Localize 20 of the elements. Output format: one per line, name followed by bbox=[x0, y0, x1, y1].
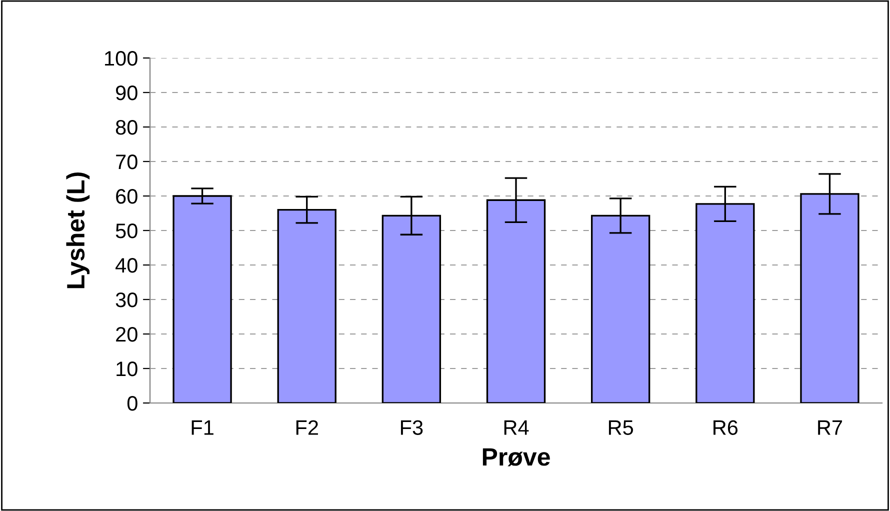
x-tick-label: F1 bbox=[192, 420, 214, 435]
y-tick-label: 80 bbox=[116, 120, 138, 135]
y-tick-label: 30 bbox=[116, 292, 138, 308]
x-tick-label: R4 bbox=[504, 420, 529, 435]
y-tick-label: 60 bbox=[116, 189, 138, 204]
y-tick-label: 90 bbox=[116, 86, 138, 100]
y-tick-label: 100 bbox=[105, 51, 138, 66]
x-tick-label: F3 bbox=[400, 420, 423, 435]
y-axis-title: Lyshet (L) bbox=[66, 172, 90, 288]
y-tick-label: 20 bbox=[116, 327, 138, 342]
x-axis-title: Prøve bbox=[482, 448, 550, 466]
y-tick-label: 10 bbox=[116, 362, 138, 376]
x-tick-label: R5 bbox=[608, 420, 634, 435]
y-tick-label: 50 bbox=[116, 224, 138, 238]
y-tick-label: 0 bbox=[127, 396, 138, 411]
y-tick-label: 40 bbox=[116, 258, 138, 273]
x-tick-label: R6 bbox=[714, 420, 738, 435]
x-tick-label: R7 bbox=[818, 420, 842, 435]
x-tick-label: F2 bbox=[296, 420, 318, 435]
y-tick-label: 70 bbox=[116, 154, 138, 170]
